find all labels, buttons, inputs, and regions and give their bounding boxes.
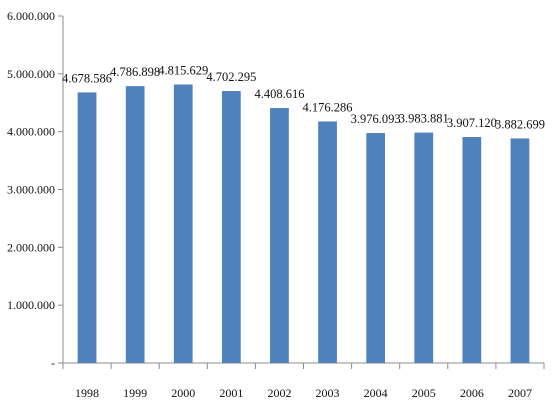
y-tick-label: 5.000.000 bbox=[7, 67, 55, 81]
x-category-label: 2007 bbox=[508, 386, 532, 400]
data-label: 3.983.881 bbox=[399, 112, 449, 126]
data-label: 4.176.286 bbox=[303, 100, 353, 114]
bar-2005 bbox=[414, 132, 434, 363]
bar-2006 bbox=[462, 137, 482, 363]
x-category-label: 2004 bbox=[364, 386, 388, 400]
bar-2003 bbox=[318, 121, 337, 363]
bar-2002 bbox=[270, 108, 289, 364]
data-label: 3.882.699 bbox=[495, 117, 545, 131]
data-label: 4.408.616 bbox=[254, 87, 304, 101]
x-category-label: 2006 bbox=[460, 386, 484, 400]
data-label: 4.702.295 bbox=[206, 70, 256, 84]
data-label: 4.786.898 bbox=[110, 65, 160, 79]
data-label: 3.907.120 bbox=[447, 116, 497, 130]
x-category-label: 1998 bbox=[75, 386, 99, 400]
x-category-label: 2002 bbox=[267, 386, 291, 400]
x-category-label: 2003 bbox=[316, 386, 340, 400]
x-category-label: 2001 bbox=[219, 386, 243, 400]
bar-2001 bbox=[221, 91, 241, 364]
x-category-label: 2005 bbox=[412, 386, 436, 400]
bar-1999 bbox=[125, 86, 145, 364]
bars bbox=[77, 84, 530, 364]
y-axis: - 1.000.000 2.000.000 3.000.000 4.000.000 5.0… bbox=[7, 9, 64, 370]
bar-2007 bbox=[510, 138, 530, 363]
bar-1998 bbox=[77, 92, 97, 363]
y-tick-label: 1.000.000 bbox=[7, 298, 55, 312]
y-tick-label: 6.000.000 bbox=[7, 9, 55, 23]
y-tick-label: 4.000.000 bbox=[7, 125, 55, 139]
data-label: 3.976.093 bbox=[351, 112, 401, 126]
x-category-label: 2000 bbox=[171, 386, 195, 400]
x-axis: 1998 1999 2000 2001 2002 2003 2004 2005 2006 2007 bbox=[62, 362, 545, 400]
y-tick-label: 3.000.000 bbox=[7, 183, 55, 197]
bar-2004 bbox=[366, 133, 386, 363]
y-tick-label: 2.000.000 bbox=[7, 240, 55, 254]
bar-2000 bbox=[173, 84, 193, 363]
data-label: 4.815.629 bbox=[158, 63, 208, 77]
x-category-label: 1999 bbox=[123, 386, 147, 400]
data-label: 4.678.586 bbox=[62, 71, 112, 85]
y-tick-label: - bbox=[51, 356, 55, 370]
